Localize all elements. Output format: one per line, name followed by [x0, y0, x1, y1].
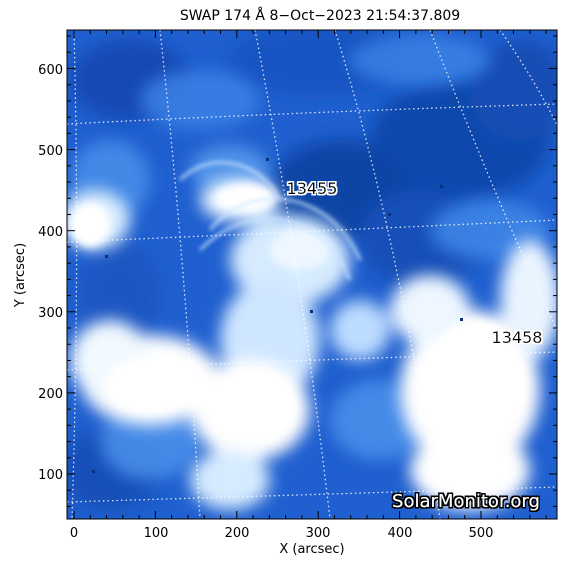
y-tick-label: 100 [38, 468, 63, 483]
region-label-13455: 13455 [287, 179, 338, 198]
y-tick-label: 400 [38, 225, 63, 240]
watermark-solarmonitor: SolarMonitor.org [392, 491, 540, 512]
y-tick-label: 600 [38, 63, 63, 78]
x-tick-labels: 0 100 200 300 400 500 [70, 526, 494, 541]
x-tick-label: 500 [469, 526, 494, 541]
x-tick-label: 100 [144, 526, 169, 541]
heliographic-grid [67, 30, 557, 519]
x-tick-label: 200 [225, 526, 250, 541]
y-tick-label: 200 [38, 387, 63, 402]
x-axis-label: X (arcsec) [279, 542, 344, 557]
region-label-13458: 13458 [492, 328, 543, 347]
y-tick-labels: 100 200 300 400 500 600 [38, 63, 63, 483]
y-tick-label: 300 [38, 306, 63, 321]
plot-frame [66, 29, 558, 520]
x-tick-label: 300 [306, 526, 331, 541]
plot-title: SWAP 174 Å 8−Oct−2023 21:54:37.809 [180, 7, 460, 24]
tick-marks [67, 30, 557, 519]
x-tick-label: 0 [70, 526, 78, 541]
x-tick-label: 400 [388, 526, 413, 541]
solar-image [67, 30, 557, 519]
y-axis-label: Y (arcsec) [13, 243, 28, 308]
y-tick-label: 500 [38, 144, 63, 159]
